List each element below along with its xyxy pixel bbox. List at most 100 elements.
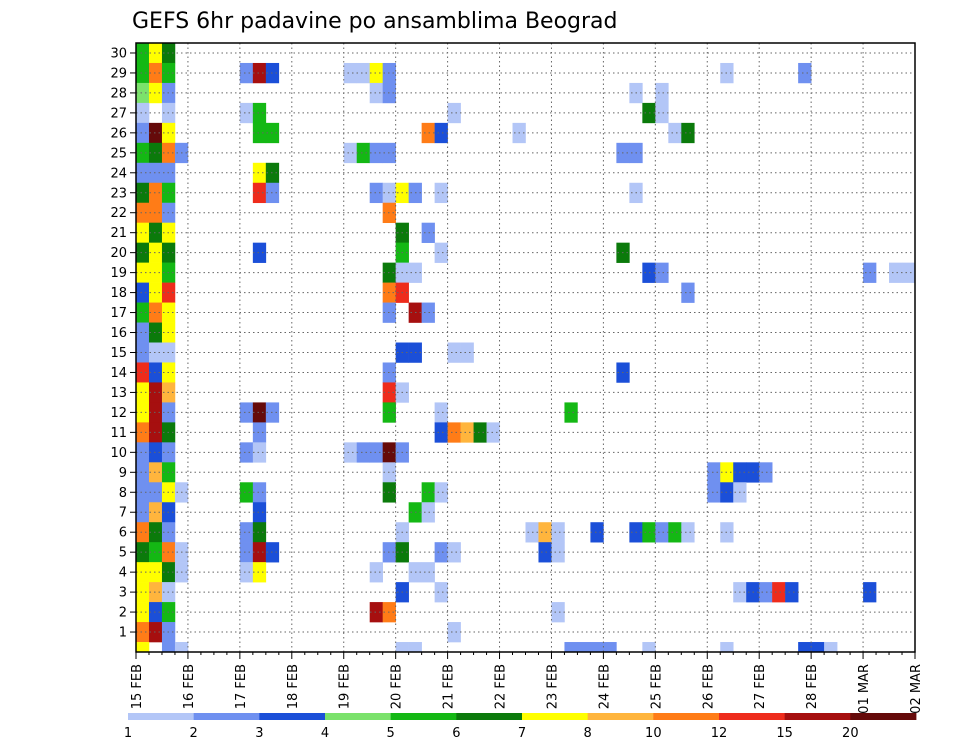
heatmap-cell — [148, 162, 163, 184]
y-tick-label: 16 — [110, 326, 127, 341]
y-tick-label: 22 — [110, 206, 127, 221]
heatmap-cell — [148, 522, 163, 543]
colorbar-swatch — [653, 713, 720, 720]
heatmap-cell — [642, 262, 656, 283]
heatmap-cell — [239, 482, 254, 503]
y-tick-label: 8 — [119, 486, 127, 501]
colorbar-label: 7 — [518, 726, 526, 741]
colorbar-label: 15 — [776, 726, 793, 741]
heatmap-cell — [136, 442, 150, 463]
heatmap-cell — [707, 462, 721, 483]
heatmap-cell — [136, 222, 150, 243]
heatmap-cell — [136, 62, 150, 84]
heatmap-cell — [473, 422, 487, 443]
heatmap-cell — [902, 262, 916, 283]
heatmap-cell — [421, 302, 435, 323]
heatmap-cell — [460, 422, 474, 443]
y-tick-label: 7 — [119, 506, 127, 521]
heatmap-cell — [136, 542, 150, 563]
heatmap-cell — [642, 642, 656, 653]
y-tick-label: 9 — [119, 466, 127, 481]
heatmap-cell — [421, 222, 435, 243]
heatmap-cell — [148, 82, 163, 104]
heatmap-cell — [434, 402, 448, 423]
heatmap-cell — [136, 142, 150, 164]
y-tick-label: 26 — [110, 126, 127, 141]
y-tick-label: 23 — [110, 186, 127, 201]
heatmap-cell — [434, 422, 448, 443]
x-tick-label: 18 FEB — [286, 664, 301, 709]
heatmap-cell — [136, 262, 150, 283]
y-tick-label: 27 — [110, 106, 127, 121]
heatmap-cell — [148, 242, 163, 263]
heatmap-cell — [136, 582, 150, 603]
heatmap-cell — [136, 362, 150, 383]
heatmap-cell — [811, 642, 825, 653]
heatmap-cell — [148, 122, 163, 144]
heatmap-cell — [434, 542, 448, 563]
heatmap-cell — [421, 502, 435, 523]
heatmap-cell — [447, 102, 461, 124]
heatmap-cell — [590, 642, 604, 653]
heatmap-cell — [824, 642, 838, 653]
heatmap-cell — [148, 342, 163, 363]
heatmap-cell — [252, 562, 267, 583]
heatmap-cell — [148, 562, 163, 583]
heatmap-cell — [136, 422, 150, 443]
heatmap-cell — [136, 122, 150, 144]
heatmap-cell — [551, 522, 565, 543]
y-tick-label: 4 — [119, 566, 127, 581]
y-tick-label: 20 — [110, 246, 127, 261]
y-tick-label: 25 — [110, 146, 127, 161]
x-tick-label: 22 FEB — [494, 664, 509, 709]
heatmap-cell — [136, 322, 150, 343]
heatmap-cell — [655, 522, 669, 543]
heatmap-cell — [252, 402, 267, 423]
y-tick-label: 18 — [110, 286, 127, 301]
heatmap-cell — [655, 102, 669, 124]
heatmap-cell — [148, 142, 163, 164]
heatmap-cell — [252, 242, 267, 263]
heatmap-cell — [136, 102, 150, 124]
heatmap-cell — [356, 142, 370, 164]
heatmap-cell — [148, 462, 163, 483]
heatmap-cell — [252, 522, 267, 543]
heatmap-cell — [136, 382, 150, 403]
heatmap-cell — [148, 382, 163, 403]
heatmap-cell — [136, 43, 150, 64]
heatmap-cell — [239, 562, 254, 583]
heatmap-cell — [538, 522, 552, 543]
heatmap-cell — [642, 102, 656, 124]
chart-title: GEFS 6hr padavine po ansamblima Beograd — [132, 9, 618, 34]
heatmap-cell — [538, 542, 552, 563]
heatmap-cell — [136, 462, 150, 483]
heatmap-cell — [148, 262, 163, 283]
heatmap-cell — [369, 142, 383, 164]
heatmap-cell — [577, 642, 591, 653]
colorbar-swatch — [522, 713, 589, 720]
heatmap-cell — [551, 542, 565, 563]
heatmap-cell — [148, 582, 163, 603]
heatmap-cell — [252, 182, 267, 204]
heatmap-cell — [239, 442, 254, 463]
heatmap-cell — [434, 242, 448, 263]
heatmap-cell — [136, 522, 150, 543]
x-tick-label: 25 FEB — [649, 664, 664, 709]
heatmap-cell — [239, 102, 254, 124]
heatmap-cell — [356, 62, 370, 84]
heatmap-cell — [136, 182, 150, 204]
y-tick-label: 21 — [110, 226, 127, 241]
heatmap-cell — [369, 562, 383, 583]
x-tick-label: 16 FEB — [182, 664, 197, 709]
heatmap-cell — [564, 642, 578, 653]
y-tick-label: 12 — [110, 406, 127, 421]
heatmap-cell — [668, 122, 682, 144]
heatmap-cell — [434, 122, 448, 144]
colorbar-swatch — [850, 713, 917, 720]
colorbar-swatch — [259, 713, 326, 720]
heatmap-cell — [759, 582, 773, 603]
colorbar-swatch — [128, 713, 195, 720]
y-axis-ticks: 1234567891011121314151617181920212223242… — [110, 46, 136, 641]
heatmap-cell — [668, 522, 682, 543]
